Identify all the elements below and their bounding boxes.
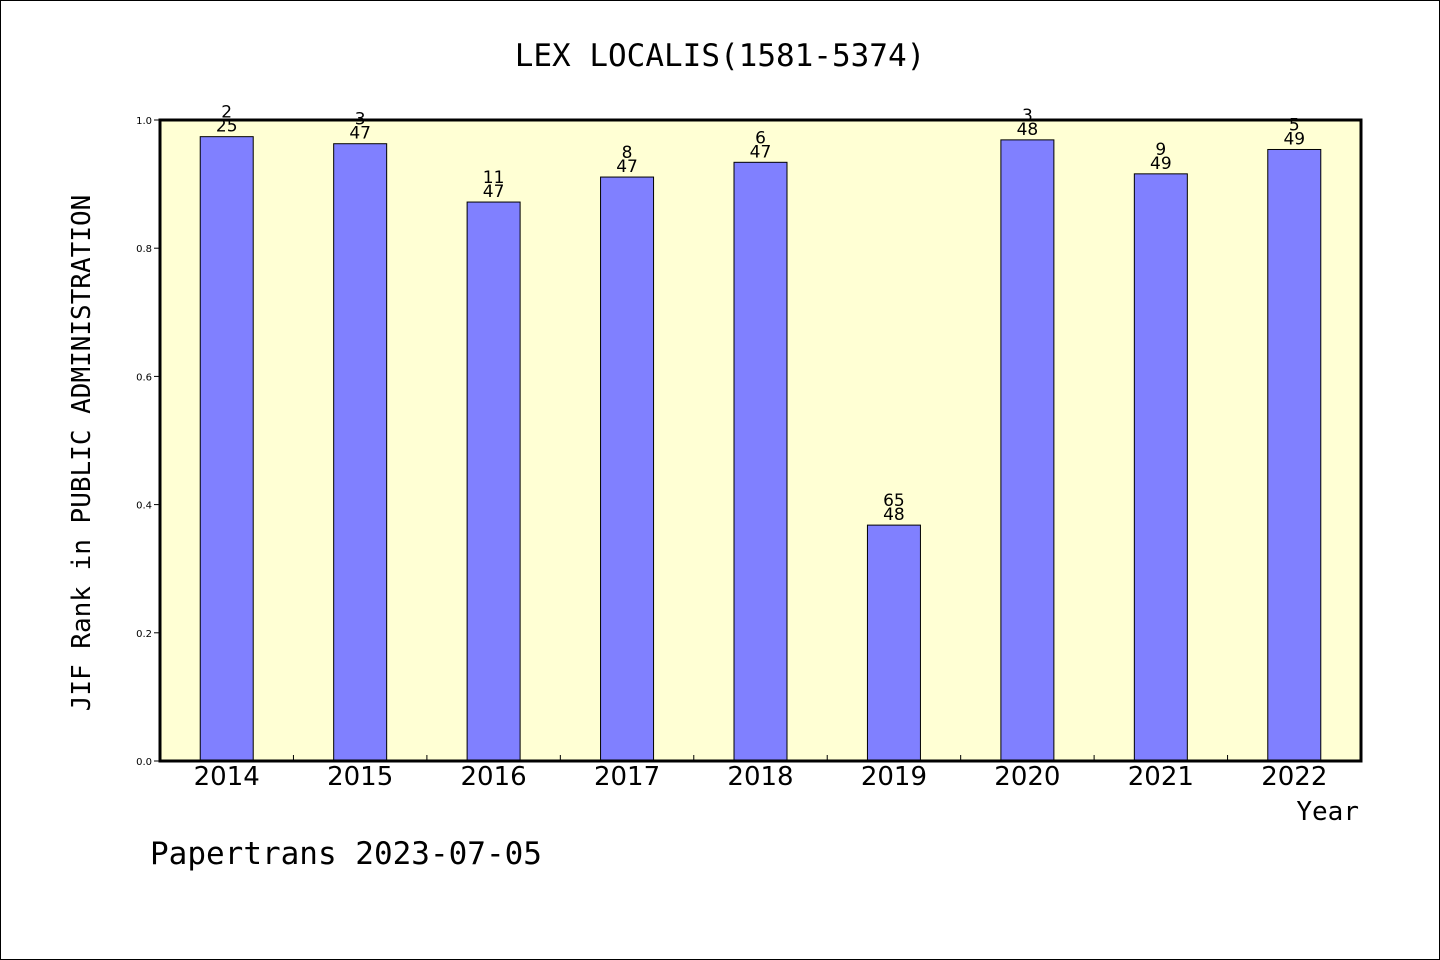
x-tick-label: 2020 [994,762,1060,792]
x-axis: 2014 2015 2016 2017 2018 2019 2020 2021 2022 [194,755,1327,792]
chart-title: LEX LOCALIS(1581-5374) [515,38,926,74]
bar-2014 [199,136,254,762]
bar-2020 [1000,139,1055,762]
bar-rank-label: 65 [883,491,905,511]
x-tick-label: 2019 [861,762,927,792]
bar-total-label: 48 [1017,120,1039,140]
x-tick-label: 2015 [327,762,393,792]
bar-total-label: 47 [750,142,772,162]
bar-total-label: 49 [1150,154,1172,174]
x-tick-label: 2021 [1128,762,1194,792]
y-tick-label: 0.6 [136,372,152,383]
x-axis-label: Year [1296,797,1359,827]
bar-2019 [866,524,921,762]
y-tick-label: 1.0 [136,116,152,127]
x-tick-label: 2016 [461,762,527,792]
x-tick-label: 2022 [1261,762,1327,792]
y-axis: 0.0 0.2 0.4 0.6 0.8 1.0 [136,116,160,768]
bar-total-label: 48 [883,505,905,525]
y-tick-label: 0.0 [136,757,152,768]
bar-rank-label: 2 [221,103,232,123]
bar-rank-label: 6 [755,128,766,148]
bar-2017 [600,176,655,762]
bar-rank-label: 11 [483,168,505,188]
bar-rank-label: 3 [1022,106,1033,126]
bar-rank-label: 8 [622,143,633,163]
bar-2022 [1267,148,1322,762]
bar-total-label: 47 [616,157,638,177]
y-tick-label: 0.2 [136,629,152,640]
bar-2015 [333,143,388,762]
bar-rank-label: 9 [1155,140,1166,160]
bar-2021 [1133,173,1188,762]
x-tick-label: 2018 [727,762,793,792]
bar-2018 [733,161,788,762]
plot-border [158,118,1363,763]
bar-2016 [466,201,521,762]
y-axis-label: JIF Rank in PUBLIC ADMINISTRATION [67,195,97,712]
x-tick-label: 2017 [594,762,660,792]
source-label: Papertrans 2023-07-05 [150,836,542,872]
x-tick-label: 2014 [194,762,260,792]
bar-total-label: 47 [349,124,371,144]
y-tick-label: 0.4 [136,501,152,512]
bar-total-label: 49 [1283,129,1305,149]
bar-total-label: 25 [216,117,238,137]
bar-rank-label: 5 [1289,115,1300,135]
bar-total-label: 47 [483,182,505,202]
y-tick-label: 0.8 [136,244,152,255]
